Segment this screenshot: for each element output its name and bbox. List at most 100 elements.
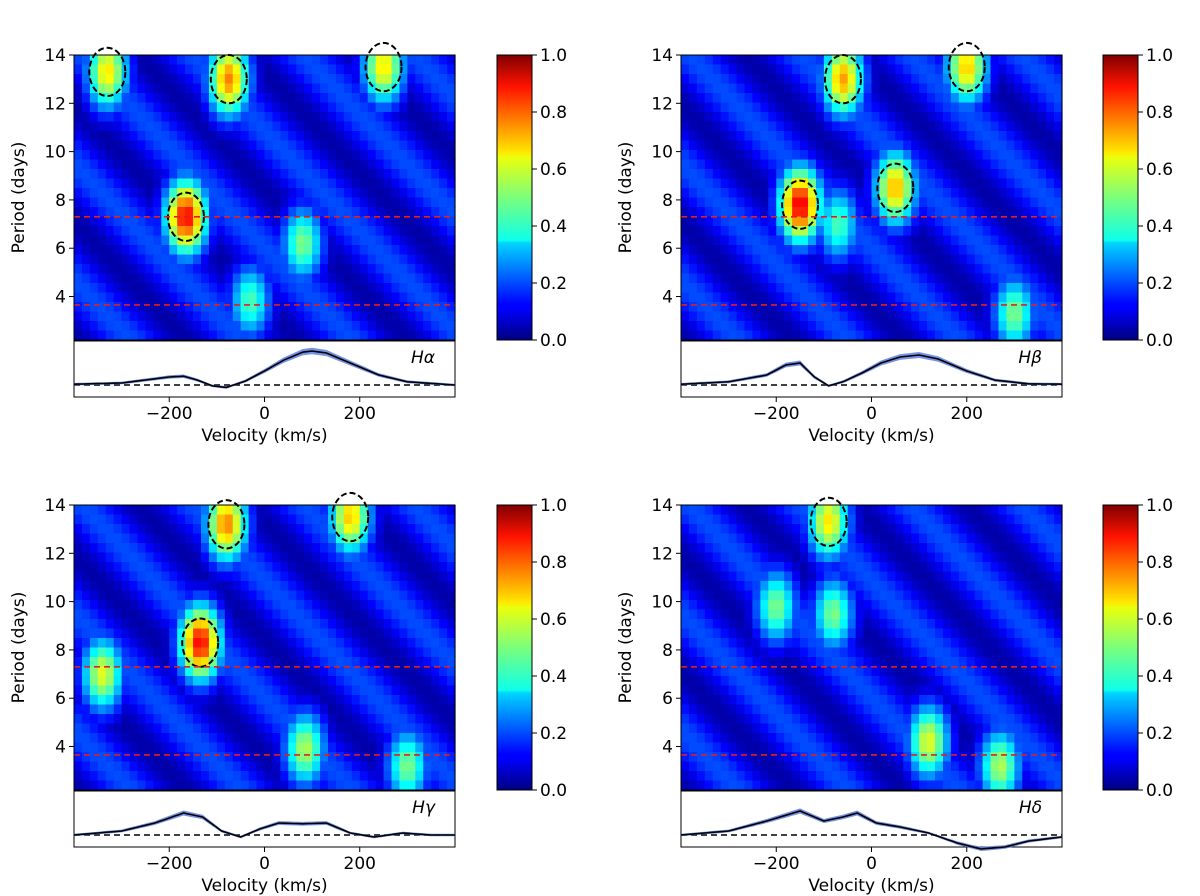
heatmap-cell: [728, 112, 738, 123]
heatmap-cell: [351, 543, 361, 554]
heatmap-cell: [712, 121, 722, 132]
heatmap-cell: [272, 112, 281, 123]
heatmap-cell: [161, 64, 170, 75]
heatmap-cell: [1014, 283, 1023, 294]
heatmap-cell: [919, 83, 928, 94]
heatmap-cell: [351, 752, 361, 763]
heatmap-cell: [375, 628, 385, 639]
heatmap-cell: [351, 657, 361, 668]
heatmap-cell: [927, 245, 936, 256]
heatmap-cell: [320, 330, 329, 341]
heatmap-cell: [752, 74, 761, 85]
heatmap-cell: [1038, 93, 1047, 104]
heatmap-cell: [240, 609, 250, 620]
significance-contour: [181, 617, 220, 668]
heatmap-cell: [272, 714, 281, 725]
heatmap-cell: [998, 505, 1008, 516]
heatmap-cell: [304, 207, 313, 218]
heatmap-cell: [431, 159, 440, 170]
heatmap-cell: [927, 197, 936, 208]
heatmap-cell: [248, 226, 258, 237]
heatmap-cell: [839, 188, 849, 199]
heatmap-cell: [990, 197, 1000, 208]
heatmap-cell: [1054, 83, 1063, 94]
y-tick-label: 4: [55, 288, 66, 308]
heatmap-cell: [800, 55, 809, 66]
heatmap-cell: [423, 780, 432, 791]
heatmap-cell: [696, 207, 706, 218]
heatmap-cell: [990, 321, 1000, 332]
heatmap-cell: [800, 514, 809, 525]
heatmap-cell: [919, 64, 928, 75]
heatmap-cell: [1046, 169, 1055, 180]
heatmap-cell: [447, 140, 456, 151]
heatmap-cell: [879, 562, 888, 573]
heatmap-cell: [105, 64, 115, 75]
heatmap-cell: [343, 505, 353, 516]
heatmap-cell: [1038, 571, 1047, 582]
heatmap-cell: [312, 159, 321, 170]
heatmap-cell: [328, 283, 337, 294]
heatmap-cell: [712, 93, 722, 104]
heatmap-cell: [185, 321, 194, 332]
heatmap-cell: [895, 216, 904, 227]
heatmap-cell: [1014, 159, 1023, 170]
heatmap-cell: [696, 64, 706, 75]
heatmap-cell: [974, 562, 984, 573]
heatmap-cell: [1054, 216, 1063, 227]
heatmap-cell: [863, 264, 873, 275]
heatmap-cell: [966, 226, 976, 237]
heatmap-cell: [863, 600, 873, 611]
heatmap-cell: [359, 552, 369, 563]
heatmap-cell: [105, 780, 115, 791]
heatmap-cell: [248, 245, 258, 256]
heatmap-cell: [81, 311, 91, 322]
heatmap-cell: [879, 55, 888, 66]
heatmap-cell: [208, 150, 218, 161]
heatmap-cell: [391, 543, 401, 554]
heatmap-cell: [208, 226, 218, 237]
heatmap-cell: [919, 524, 928, 535]
heatmap-cell: [935, 505, 944, 516]
heatmap-cell: [423, 283, 432, 294]
heatmap-cell: [288, 235, 297, 246]
heatmap-cell: [391, 330, 401, 341]
heatmap-cell: [129, 666, 139, 677]
heatmap-cell: [240, 742, 250, 753]
heatmap-cell: [863, 283, 873, 294]
heatmap-cell: [927, 311, 936, 322]
heatmap-cell: [320, 685, 329, 696]
heatmap-cell: [137, 102, 147, 113]
heatmap-cell: [815, 102, 825, 113]
heatmap-cell: [1006, 552, 1015, 563]
heatmap-cell: [359, 714, 369, 725]
heatmap-cell: [966, 590, 976, 601]
heatmap-cell: [169, 169, 178, 180]
heatmap-cell: [744, 112, 754, 123]
heatmap-cell: [1030, 562, 1039, 573]
heatmap-cell: [808, 571, 817, 582]
heatmap-cell: [264, 676, 274, 687]
heatmap-cell: [272, 533, 281, 544]
heatmap-cell: [296, 188, 305, 199]
heatmap-cell: [391, 169, 401, 180]
heatmap-cell: [375, 524, 385, 535]
heatmap-cell: [942, 74, 952, 85]
heatmap-cell: [193, 188, 202, 199]
y-axis-label: Period (days): [9, 592, 29, 704]
heatmap-cell: [879, 140, 888, 151]
heatmap-cell: [760, 93, 769, 104]
heatmap-cell: [847, 600, 857, 611]
heatmap-cell: [407, 533, 416, 544]
heatmap-cell: [81, 93, 91, 104]
heatmap-cell: [439, 121, 448, 132]
heatmap-cell: [1038, 64, 1047, 75]
heatmap-cell: [681, 581, 690, 592]
heatmap-cell: [696, 302, 706, 313]
heatmap-cell: [240, 752, 250, 763]
heatmap-cell: [256, 245, 266, 256]
heatmap-cell: [185, 695, 194, 706]
heatmap-cell: [89, 131, 99, 142]
heatmap-cell: [681, 562, 690, 573]
heatmap-cell: [201, 571, 210, 582]
